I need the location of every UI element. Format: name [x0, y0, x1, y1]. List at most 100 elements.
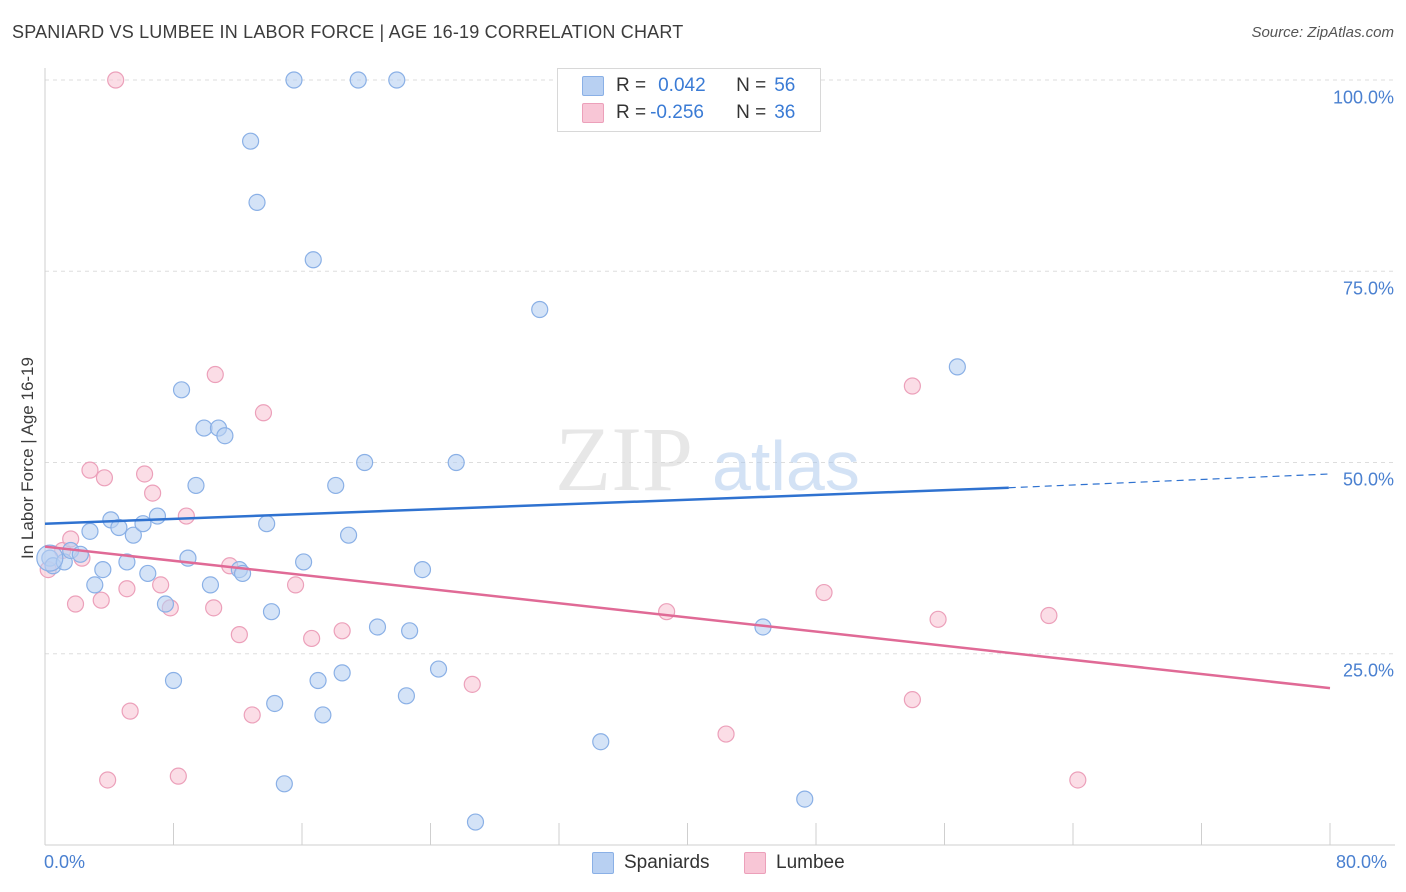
legend-n-value: 56	[774, 75, 796, 96]
lumbee-point	[903, 377, 921, 395]
spaniard-point	[110, 518, 128, 537]
lumbee-point	[206, 365, 224, 384]
lumbee-point	[1069, 771, 1087, 789]
spaniard-point	[948, 358, 966, 376]
lumbee-point	[177, 507, 195, 525]
lumbee-point	[903, 691, 921, 709]
spaniard-point	[258, 515, 276, 533]
x-tick-label-min: 0.0%	[44, 852, 86, 872]
stats-legend: R = 0.042 N = 56 R = -0.256 N = 36	[557, 68, 821, 132]
spaniard-point	[248, 193, 266, 211]
spaniard-point	[148, 507, 167, 525]
lumbee-point	[135, 465, 154, 483]
spaniard-point	[266, 694, 284, 713]
legend-row-lumbee: R = -0.256 N = 36	[582, 100, 795, 126]
chart-title: SPANIARD VS LUMBEE IN LABOR FORCE | AGE …	[12, 22, 684, 42]
spaniard-point	[327, 476, 345, 495]
lumbee-point	[815, 583, 833, 602]
lumbee-point	[169, 767, 187, 785]
spaniard-point	[349, 71, 367, 89]
spaniard-point	[118, 553, 136, 571]
spaniard-point	[368, 618, 387, 636]
spaniard-point	[81, 522, 99, 540]
legend-item-lumbee: Lumbee	[744, 852, 845, 874]
lumbee-point	[463, 675, 481, 693]
lumbee-point	[99, 771, 117, 789]
legend-label-lumbee: Lumbee	[776, 852, 845, 873]
legend-swatch-pink	[582, 103, 604, 123]
lumbee-point	[254, 404, 273, 422]
lumbee-point	[95, 469, 114, 487]
spaniard-point	[592, 733, 610, 751]
lumbee-point	[286, 576, 305, 594]
lumbee-point	[107, 71, 125, 89]
legend-swatch-blue	[582, 76, 604, 96]
data-points	[36, 71, 1087, 831]
lumbee-point	[303, 629, 321, 648]
spaniard-cluster-point	[36, 544, 64, 572]
trend-lines	[44, 473, 1331, 690]
lumbee-point	[118, 580, 136, 598]
spaniard-point	[195, 419, 213, 437]
lumbee-point	[66, 595, 85, 613]
legend-swatch-lumbee	[744, 852, 766, 874]
spaniard-point	[94, 560, 112, 579]
legend-row-spaniards: R = 0.042 N = 56	[582, 73, 795, 99]
y-tick-label-100: 100.0%	[1332, 87, 1394, 108]
lumbee-point	[121, 702, 139, 720]
spaniard-point	[124, 526, 142, 544]
x-tick-label-max: 80.0%	[1336, 852, 1388, 872]
axes	[44, 68, 1395, 846]
y-tick-label-50: 50.0%	[1342, 469, 1394, 490]
watermark: ZIP atlas	[555, 408, 860, 510]
spaniard-point	[314, 706, 332, 724]
spaniard-point	[187, 476, 205, 495]
lumbee-trend-line	[44, 545, 1331, 690]
legend-label-spaniards: Spaniards	[624, 852, 710, 873]
lumbee-point	[152, 576, 170, 594]
spaniards-trend-extension	[1008, 473, 1331, 489]
spaniard-point	[388, 71, 406, 89]
spaniard-point	[397, 687, 416, 705]
spaniard-point	[339, 526, 358, 544]
y-tick-label-25: 25.0%	[1342, 660, 1394, 681]
lumbee-point	[929, 610, 947, 628]
spaniard-point	[275, 775, 293, 793]
lumbee-point	[717, 725, 735, 743]
legend-r-value: 0.042	[658, 75, 706, 96]
legend-n-value: 36	[774, 102, 796, 123]
lumbee-point	[92, 591, 110, 609]
spaniard-point	[401, 622, 419, 640]
lumbee-point	[658, 603, 676, 621]
spaniard-point	[285, 71, 303, 89]
spaniard-point	[413, 560, 432, 579]
spaniard-point	[309, 671, 327, 690]
spaniard-point	[86, 576, 104, 594]
y-tick-label-75: 75.0%	[1342, 278, 1394, 299]
spaniard-point	[164, 671, 183, 690]
lumbee-point	[1040, 606, 1058, 625]
legend-n-label: N =	[736, 75, 767, 96]
lumbee-point	[243, 706, 261, 724]
legend-n-label: N =	[736, 102, 767, 123]
spaniard-point	[429, 660, 448, 678]
spaniard-point	[156, 595, 175, 613]
lumbee-point	[205, 599, 223, 617]
spaniards-trend-line	[44, 486, 1009, 525]
spaniard-point	[295, 553, 313, 571]
spaniard-point	[531, 300, 549, 319]
lumbee-point	[81, 461, 99, 479]
spaniard-point	[139, 564, 157, 583]
watermark-atlas: atlas	[712, 427, 860, 505]
lumbee-point	[144, 484, 162, 502]
spaniard-point	[216, 427, 234, 445]
spaniard-point	[172, 381, 191, 399]
legend-swatch-spaniards	[592, 852, 614, 874]
spaniard-point	[134, 515, 152, 533]
spaniard-point	[796, 790, 814, 808]
spaniard-point	[447, 453, 465, 472]
lumbee-point	[230, 626, 248, 644]
watermark-zip: ZIP	[555, 408, 693, 510]
legend-r-label: R =	[616, 102, 647, 123]
